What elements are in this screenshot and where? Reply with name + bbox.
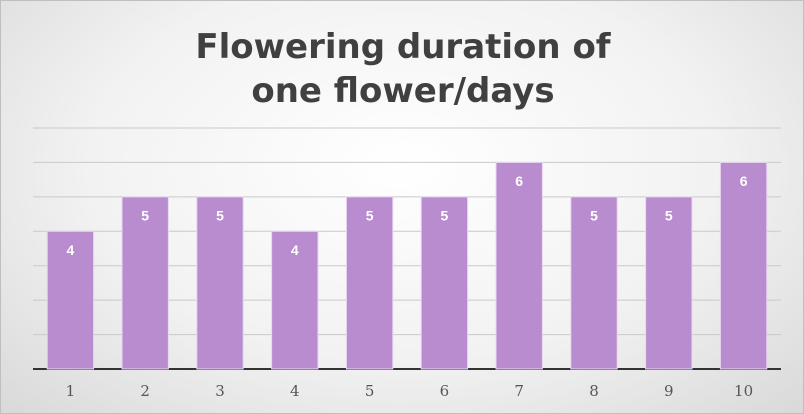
data-label: 5 [216, 208, 224, 224]
data-label: 4 [291, 242, 299, 258]
x-tick-label: 10 [734, 382, 753, 400]
data-label: 5 [141, 208, 149, 224]
data-label: 6 [515, 173, 523, 189]
data-label: 5 [441, 208, 449, 224]
x-tick-label: 1 [66, 382, 76, 400]
bar [345, 196, 394, 370]
bar [46, 230, 95, 370]
x-tick-label: 4 [290, 382, 300, 400]
x-tick-label: 5 [365, 382, 375, 400]
bar [495, 161, 543, 370]
bar [121, 196, 169, 370]
x-tick-label: 9 [664, 382, 674, 400]
bar [645, 196, 693, 370]
chart-title: Flowering duration of one flower/days [195, 27, 611, 111]
data-label: 5 [590, 208, 598, 224]
bar [420, 196, 469, 370]
data-label: 6 [740, 173, 748, 189]
bar [570, 196, 618, 370]
bar [719, 161, 768, 370]
bar [196, 196, 244, 370]
bar [271, 230, 319, 370]
data-label: 5 [366, 208, 374, 224]
x-tick-label: 6 [440, 382, 450, 400]
x-tick-label: 8 [589, 382, 599, 400]
x-tick-label: 3 [215, 382, 225, 400]
data-label: 5 [665, 208, 673, 224]
x-tick-label: 7 [514, 382, 524, 400]
x-tick-label: 2 [140, 382, 150, 400]
data-label: 4 [67, 242, 75, 258]
